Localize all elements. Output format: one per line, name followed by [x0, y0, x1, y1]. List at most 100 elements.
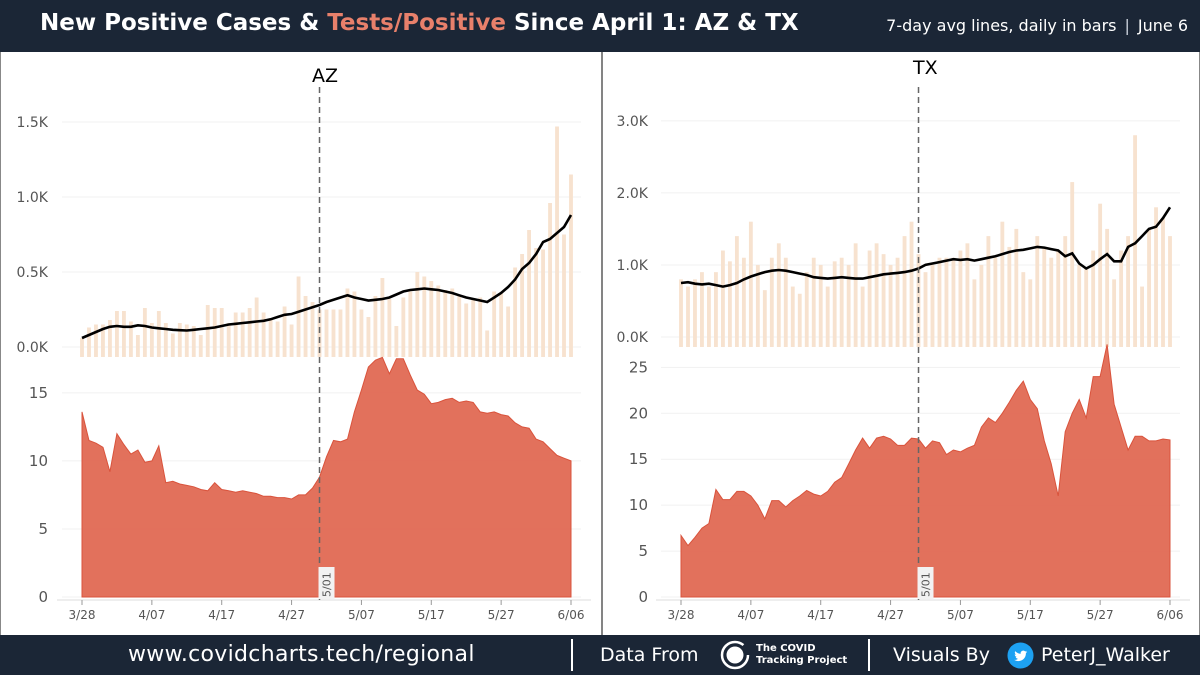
case-bar [345, 288, 350, 357]
case-bar [380, 278, 385, 357]
y-tick-label: 5 [38, 520, 48, 538]
case-bar [993, 257, 998, 347]
case-bar [797, 293, 802, 347]
case-bar [700, 272, 704, 347]
footer-url-link[interactable]: www.covidcharts.tech/regional [128, 642, 475, 667]
case-bar [1119, 250, 1124, 347]
case-bar [867, 250, 872, 347]
case-bar [415, 272, 420, 357]
az-may1-label: 5/01 [318, 567, 335, 599]
case-bar [902, 236, 907, 347]
case-bar [219, 308, 224, 357]
case-bar [429, 281, 434, 357]
case-bar [485, 330, 490, 357]
case-bar [296, 276, 301, 357]
y-tick-label: 1.0K [17, 190, 49, 206]
title-accent: Tests/Positive [327, 10, 506, 36]
twitter-handle[interactable]: PeterJ_Walker [1041, 644, 1170, 666]
case-bar [128, 321, 133, 357]
case-bar [87, 327, 91, 357]
case-bar [707, 286, 711, 347]
x-tick-label: 5/27 [488, 608, 515, 622]
case-bar [212, 308, 217, 357]
case-bar [373, 296, 378, 357]
x-tick-label: 5/07 [947, 608, 974, 622]
subtitle-separator: | [1124, 16, 1130, 35]
case-bar [422, 276, 427, 357]
case-bar [268, 320, 273, 357]
case-bar [331, 309, 336, 357]
case-bar [1112, 279, 1117, 347]
tx-cases-7day-line [680, 206, 1172, 288]
case-bar [443, 290, 448, 357]
case-bar [1070, 182, 1075, 347]
case-bar [693, 279, 697, 347]
x-tick-label: 5/17 [1017, 608, 1044, 622]
header-bar: New Positive Cases & Tests/Positive Sinc… [0, 0, 1200, 52]
case-bar [156, 311, 161, 357]
title-part-2: Since April 1: AZ & TX [505, 10, 799, 36]
case-bar [548, 203, 552, 357]
case-bar [1168, 236, 1172, 347]
case-bar [930, 264, 935, 347]
tx-cases-y-ticks: 0.0K 1.0K 2.0K 3.0K [617, 114, 649, 346]
case-bar [825, 286, 830, 347]
footer-visuals-by: Visuals By [893, 644, 990, 666]
case-bar [184, 324, 189, 357]
y-tick-label: 0.0K [17, 340, 49, 356]
x-tick-label: 4/17 [807, 608, 834, 622]
case-bar [1028, 279, 1033, 347]
case-bar [1147, 228, 1151, 347]
case-bar [755, 264, 760, 347]
footer-bar: www.covidcharts.tech/regional Data From … [0, 635, 1200, 675]
az-panel-title: AZ [312, 65, 338, 87]
case-bar [679, 279, 683, 347]
case-bar [317, 309, 322, 357]
charts-svg: 0.0K 0.5K 1.0K 1.5K 0 5 10 15 3/28 4/07 4/17 4/27… [0, 52, 1200, 635]
case-bar [527, 230, 532, 357]
case-bar [846, 264, 851, 347]
case-bar [1000, 221, 1005, 347]
case-bar [686, 286, 690, 347]
az-positivity-y-ticks: 0 5 10 15 [29, 384, 48, 606]
case-bar [198, 335, 203, 357]
case-bar [492, 291, 497, 357]
x-tick-label: 4/17 [208, 608, 235, 622]
case-bar [748, 221, 753, 347]
case-bar [1042, 246, 1047, 347]
case-bar [366, 317, 371, 357]
x-tick-label: 3/28 [69, 608, 96, 622]
case-bar [142, 308, 147, 357]
y-tick-label: 0 [38, 588, 48, 606]
case-bar [1126, 236, 1131, 347]
case-bar [783, 257, 788, 347]
case-bar [338, 309, 343, 357]
case-bar [261, 312, 266, 357]
case-bar [881, 254, 886, 347]
case-bar [1014, 228, 1019, 347]
case-bar [818, 264, 823, 347]
case-bar [1063, 236, 1068, 347]
case-bar [1035, 236, 1040, 347]
case-bar [944, 257, 949, 347]
case-bar [986, 236, 991, 347]
subtitle-date: June 6 [1137, 16, 1188, 35]
case-bar [762, 290, 767, 347]
case-bar [135, 335, 140, 357]
case-bar [149, 323, 154, 357]
case-bar [121, 311, 126, 357]
case-bar [811, 257, 816, 347]
title-part-1: New Positive Cases & [40, 10, 328, 36]
case-bar [569, 174, 573, 357]
case-bar [191, 326, 196, 357]
may1-label-text: 5/01 [920, 572, 933, 597]
case-bar [909, 221, 914, 347]
twitter-icon[interactable] [1007, 642, 1034, 669]
tx-may1-label: 5/01 [917, 567, 934, 599]
tx-cases-gridlines [661, 120, 1180, 338]
case-bar [951, 257, 956, 347]
case-bar [1021, 272, 1026, 347]
case-bar [275, 321, 280, 357]
case-bar [839, 257, 844, 347]
case-bar [359, 309, 364, 357]
